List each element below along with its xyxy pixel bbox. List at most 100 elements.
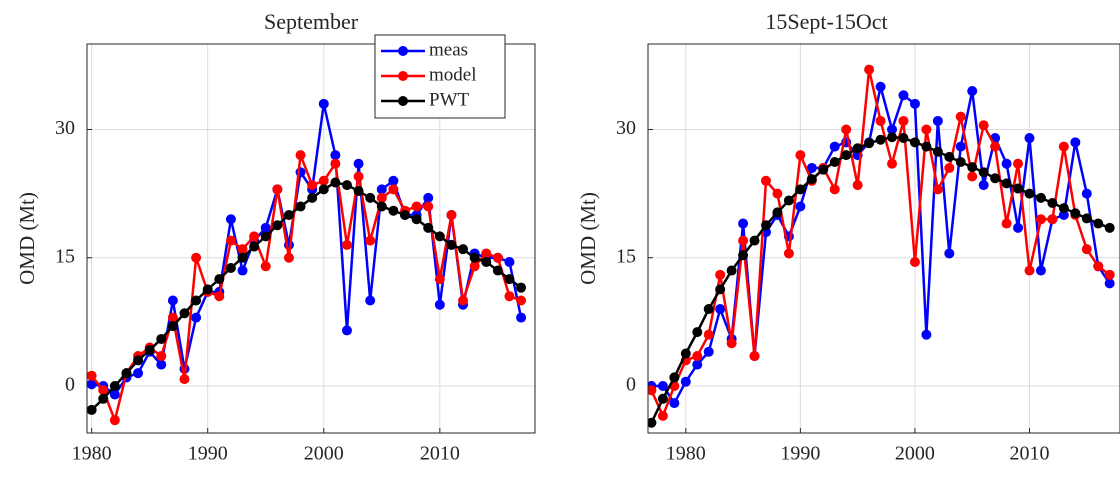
data-point <box>260 222 271 233</box>
axes: 1980 1990 2000 2010 0 15 30 15Sept-15Oct OMD (Mt… <box>576 9 1120 465</box>
data-point <box>657 380 668 391</box>
data-point <box>492 252 503 263</box>
data-point <box>887 132 898 143</box>
data-point <box>318 184 329 195</box>
data-point <box>669 372 680 383</box>
data-point <box>481 248 492 259</box>
legend-label: model <box>429 64 477 85</box>
data-point <box>423 192 434 203</box>
data-point <box>272 184 283 195</box>
legend-label: meas <box>429 39 468 60</box>
data-point <box>841 124 852 135</box>
data-point <box>156 359 167 370</box>
data-point <box>191 252 202 263</box>
data-point <box>806 162 817 173</box>
data-point <box>376 192 387 203</box>
data-point <box>955 111 966 122</box>
chart-title: 15Sept-15Oct <box>765 9 887 34</box>
data-point <box>715 284 726 295</box>
data-point <box>249 231 260 242</box>
data-point <box>898 133 909 144</box>
data-point <box>772 207 783 218</box>
data-point <box>481 257 492 268</box>
data-point <box>458 295 469 306</box>
data-point <box>225 262 236 273</box>
data-point <box>898 115 909 126</box>
y-tick-label: 30 <box>55 117 75 139</box>
data-point <box>434 299 445 310</box>
data-point <box>423 222 434 233</box>
data-point <box>1001 178 1012 189</box>
data-point <box>738 235 749 246</box>
data-point <box>492 265 503 276</box>
data-point <box>1058 141 1069 152</box>
data-point <box>1035 265 1046 276</box>
data-point <box>260 231 271 242</box>
data-point <box>932 146 943 157</box>
data-point <box>1035 192 1046 203</box>
data-point <box>875 134 886 145</box>
data-point <box>692 351 703 362</box>
data-point <box>749 351 760 362</box>
data-point <box>388 175 399 186</box>
legend-marker <box>398 71 408 81</box>
data-point <box>1047 198 1058 209</box>
data-point <box>738 250 749 261</box>
data-point <box>295 150 306 161</box>
legend-label: PWT <box>429 89 470 110</box>
data-point <box>692 359 703 370</box>
data-point <box>167 295 178 306</box>
data-point <box>944 248 955 259</box>
data-point <box>1058 209 1069 220</box>
data-point <box>365 192 376 203</box>
data-point <box>504 257 515 268</box>
data-point <box>516 295 527 306</box>
data-point <box>692 327 703 338</box>
data-point <box>864 138 875 149</box>
data-point <box>898 90 909 101</box>
data-point <box>680 348 691 359</box>
data-point <box>1081 188 1092 199</box>
data-point <box>516 312 527 323</box>
plot <box>87 98 527 426</box>
data-point <box>376 184 387 195</box>
x-tick-label: 2010 <box>420 443 460 465</box>
data-point <box>133 368 144 379</box>
data-point <box>657 393 668 404</box>
data-point <box>458 244 469 255</box>
data-point <box>504 291 515 302</box>
data-point <box>423 201 434 212</box>
data-point <box>703 304 714 315</box>
data-point <box>283 209 294 220</box>
data-point <box>237 265 248 276</box>
data-point <box>761 220 771 231</box>
data-point <box>738 218 749 229</box>
data-point <box>400 209 411 220</box>
data-point <box>887 124 898 135</box>
x-tick-label: 1990 <box>188 443 228 465</box>
data-point <box>388 205 399 216</box>
data-point <box>167 321 178 332</box>
data-point <box>1024 133 1035 144</box>
data-point <box>1093 261 1104 272</box>
data-point <box>1035 214 1046 225</box>
y-tick-label: 15 <box>616 245 636 267</box>
data-point <box>121 368 132 379</box>
data-point <box>990 141 1001 152</box>
y-tick-label: 15 <box>55 245 75 267</box>
data-point <box>1024 265 1035 276</box>
data-point <box>955 141 966 152</box>
axes-box <box>647 43 1120 434</box>
data-point <box>680 376 691 387</box>
data-point <box>446 239 457 250</box>
data-point <box>214 291 225 302</box>
data-point <box>990 173 1001 184</box>
data-point <box>715 304 726 315</box>
data-point <box>772 188 783 199</box>
data-point <box>795 150 806 161</box>
data-point <box>330 177 341 188</box>
data-point <box>411 201 422 212</box>
y-tick-label: 0 <box>626 374 636 396</box>
data-point <box>783 195 794 206</box>
